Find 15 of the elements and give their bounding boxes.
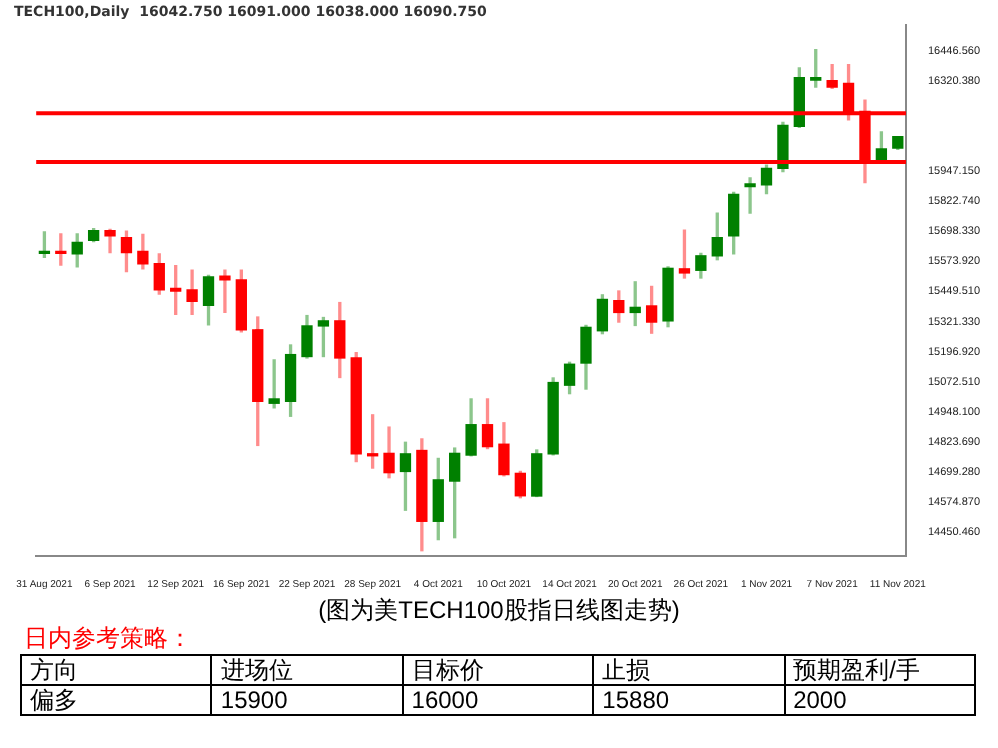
- text: 日内参考策略：: [24, 624, 194, 654]
- candlestick: [744, 177, 756, 214]
- text: 15900: [211, 685, 403, 715]
- text: 预期盈利/手: [784, 655, 975, 685]
- candlestick: [268, 359, 280, 409]
- text: 进场位: [211, 655, 403, 685]
- text: (图为美TECH100股指日线图走势): [316, 596, 682, 624]
- candlestick: [219, 269, 231, 314]
- text: 止损: [593, 655, 785, 685]
- text: 16000: [402, 685, 594, 715]
- text: 目标价: [402, 655, 594, 685]
- text: 2000: [784, 685, 975, 715]
- text: 方向: [21, 655, 212, 685]
- text: 15880: [593, 685, 785, 715]
- text: 偏多: [21, 685, 212, 715]
